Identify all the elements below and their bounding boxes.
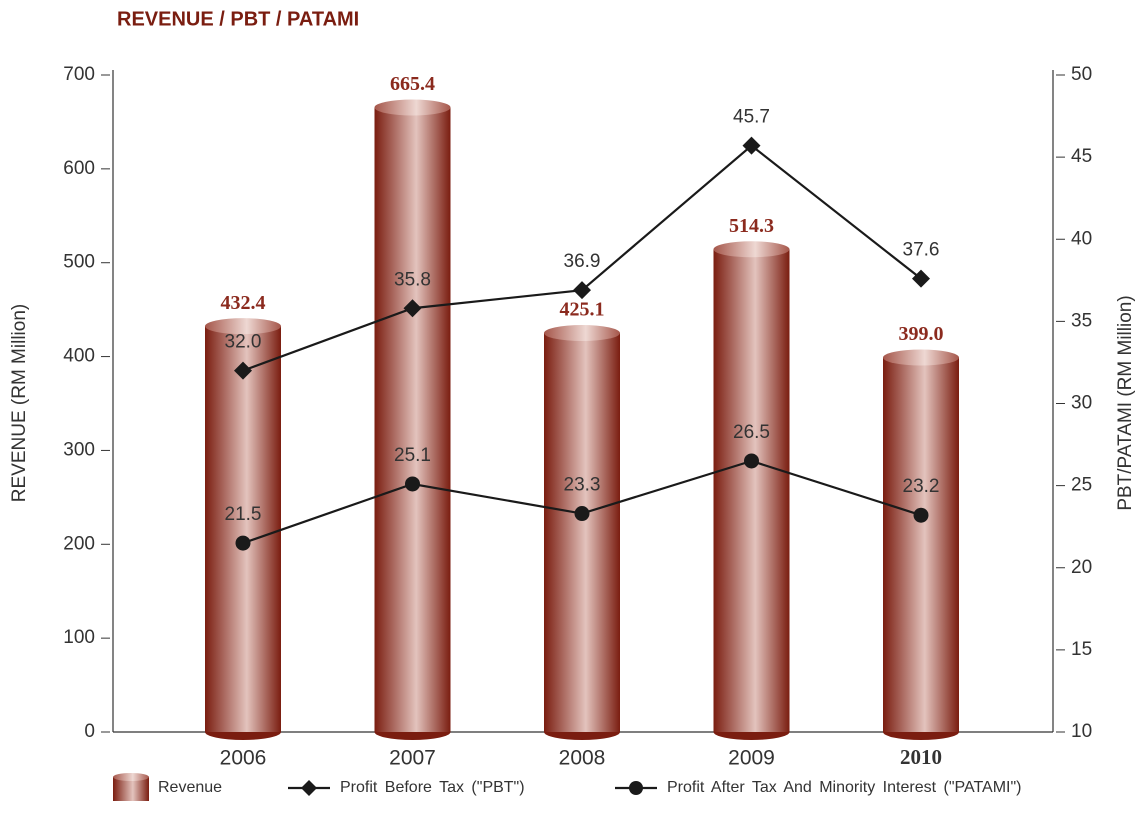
bar-cap xyxy=(374,99,451,116)
y2-tick-label: 40 xyxy=(1071,228,1092,249)
y-tick-label: 300 xyxy=(63,439,95,460)
x-tick-label: 2009 xyxy=(728,747,775,770)
bar xyxy=(205,326,281,732)
data-label: 665.4 xyxy=(390,73,435,95)
legend-marker xyxy=(629,781,643,795)
y-tick-label: 100 xyxy=(63,627,95,648)
marker xyxy=(403,299,422,318)
legend-label: Profit After Tax And Minority Interest (… xyxy=(667,779,1022,796)
data-label: 21.5 xyxy=(225,504,262,525)
y-axis-label: REVENUE (RM Million) xyxy=(9,304,30,502)
bar-cap xyxy=(713,241,790,258)
data-label: 23.3 xyxy=(564,475,601,496)
marker xyxy=(742,136,761,155)
marker xyxy=(913,507,929,523)
y2-tick-label: 25 xyxy=(1071,475,1092,496)
y2-tick-label: 10 xyxy=(1071,721,1092,742)
bar-cap xyxy=(544,325,620,342)
data-label: 425.1 xyxy=(560,299,605,321)
legend-label: Profit Before Tax ("PBT") xyxy=(340,779,525,796)
marker xyxy=(573,281,591,300)
y-tick-label: 0 xyxy=(84,721,95,742)
data-label: 23.2 xyxy=(903,476,940,497)
marker xyxy=(234,361,252,380)
bar xyxy=(883,357,959,732)
y-tick-label: 700 xyxy=(63,64,95,85)
chart-title: REVENUE / PBT / PATAMI xyxy=(117,8,359,30)
y2-tick-label: 20 xyxy=(1071,557,1092,578)
y2-tick-label: 30 xyxy=(1071,393,1092,414)
data-label: 35.8 xyxy=(394,269,431,290)
x-tick-label: 2010 xyxy=(900,745,942,769)
bar-cap xyxy=(883,349,959,366)
x-tick-label: 2006 xyxy=(220,747,267,770)
y-tick-label: 200 xyxy=(63,533,95,554)
y2-axis-label: PBT/PATAMI (RM Million) xyxy=(1115,295,1136,510)
bar-cap xyxy=(205,318,281,335)
y2-tick-label: 50 xyxy=(1071,64,1092,85)
marker xyxy=(574,506,590,522)
data-label: 25.1 xyxy=(394,445,431,466)
data-label: 45.7 xyxy=(733,107,770,128)
y-tick-label: 600 xyxy=(63,158,95,179)
legend-swatch-cap xyxy=(113,773,149,781)
bar xyxy=(544,333,620,732)
data-label: 32.0 xyxy=(225,332,262,353)
data-label: 37.6 xyxy=(903,240,940,261)
data-label: 399.0 xyxy=(899,323,944,345)
marker xyxy=(405,476,420,492)
x-tick-label: 2008 xyxy=(559,747,606,770)
y2-tick-label: 35 xyxy=(1071,310,1092,331)
legend-marker xyxy=(301,780,317,796)
marker xyxy=(744,453,759,469)
data-label: 432.4 xyxy=(221,292,266,314)
y2-tick-label: 45 xyxy=(1071,146,1092,167)
bar xyxy=(713,249,790,732)
y-tick-label: 500 xyxy=(63,252,95,273)
y-tick-label: 400 xyxy=(63,346,95,367)
legend-label: Revenue xyxy=(158,779,222,796)
bar xyxy=(374,107,451,733)
marker xyxy=(235,535,251,551)
x-tick-label: 2007 xyxy=(389,747,436,770)
data-label: 36.9 xyxy=(564,251,601,272)
data-label: 514.3 xyxy=(729,215,774,237)
marker xyxy=(912,269,930,288)
y2-tick-label: 15 xyxy=(1071,639,1092,660)
data-label: 26.5 xyxy=(733,422,770,443)
